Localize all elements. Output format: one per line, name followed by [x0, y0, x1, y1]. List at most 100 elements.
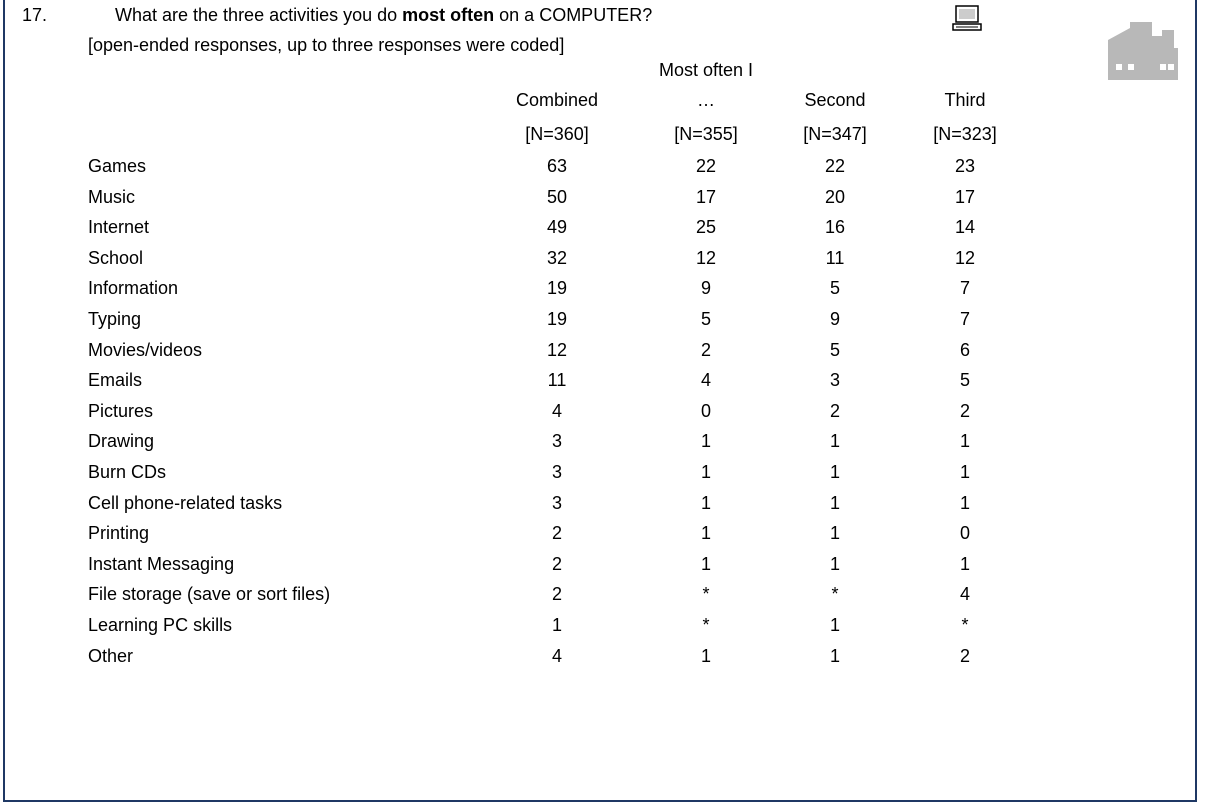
- cell: 1: [829, 462, 841, 482]
- cell: 1: [700, 645, 712, 666]
- cell: 2: [551, 553, 563, 574]
- cell: 12: [695, 247, 717, 268]
- cell: 14: [954, 217, 976, 238]
- row-label: Emails: [88, 370, 143, 391]
- row-label: Movies/videos: [88, 339, 203, 360]
- cell: *: [831, 584, 839, 605]
- cell: 11: [825, 247, 845, 268]
- row-label: Printing: [88, 523, 150, 544]
- cell: 1: [700, 523, 712, 544]
- cell: 17: [954, 186, 976, 207]
- cell: 4: [551, 645, 563, 666]
- cell: 25: [695, 217, 717, 238]
- column-n: [N=355]: [674, 124, 738, 144]
- cell: 23: [954, 156, 976, 176]
- cell: 4: [700, 370, 712, 391]
- cell: *: [702, 615, 710, 635]
- column-n: [N=360]: [525, 124, 589, 144]
- row-label: Music: [88, 186, 136, 207]
- cell: 2: [551, 584, 563, 605]
- cell: 22: [824, 156, 846, 176]
- row-label: Other: [88, 645, 134, 666]
- row-label: Burn CDs: [88, 462, 167, 482]
- row-label: Games: [88, 156, 147, 176]
- cell: 32: [546, 247, 568, 268]
- row-label: Learning PC skills: [88, 615, 233, 635]
- question-text-part: What are the three activities you do: [115, 5, 403, 25]
- cell: *: [961, 615, 969, 635]
- row-label: Instant Messaging: [88, 553, 235, 574]
- cell: 20: [824, 186, 846, 207]
- question-bold: most often: [402, 5, 495, 25]
- cell: 9: [700, 278, 712, 299]
- column-header: Second: [804, 90, 866, 110]
- cell: 9: [829, 309, 841, 329]
- cell: 2: [959, 400, 971, 421]
- cell: 3: [551, 431, 563, 452]
- cell: 19: [546, 309, 568, 329]
- cell: 1: [700, 462, 712, 482]
- cell: 1: [959, 492, 971, 513]
- page: 17. What are the three activities you do…: [3, 0, 1197, 802]
- row-label: File storage (save or sort files): [88, 584, 331, 605]
- column-header: Third: [944, 90, 986, 110]
- cell: 12: [546, 339, 568, 360]
- cell: 1: [829, 492, 841, 513]
- cell: 1: [959, 431, 971, 452]
- cell: 4: [959, 584, 971, 605]
- column-n: [N=323]: [933, 124, 997, 144]
- question-note: [open-ended responses, up to three respo…: [88, 35, 565, 55]
- cell: 1: [829, 523, 841, 544]
- cell: 3: [551, 492, 563, 513]
- cell: 1: [700, 431, 712, 452]
- row-label: Information: [88, 278, 179, 299]
- cell: *: [702, 584, 710, 605]
- row-label: Pictures: [88, 400, 154, 421]
- cell: 1: [829, 431, 841, 452]
- cell: 1: [700, 553, 712, 574]
- cell: 6: [959, 339, 971, 360]
- cell: 12: [954, 247, 976, 268]
- cell: 5: [700, 309, 712, 329]
- cell: 63: [546, 156, 568, 176]
- frame: [3, 0, 1197, 802]
- column-n: [N=347]: [803, 124, 867, 144]
- column-header: Combined: [515, 90, 599, 110]
- cell: 1: [551, 615, 563, 635]
- cell: 2: [551, 523, 563, 544]
- cell: 11: [547, 370, 567, 391]
- row-label: School: [88, 247, 144, 268]
- question-number: 17.: [22, 5, 48, 25]
- cell: 4: [551, 400, 563, 421]
- cell: 1: [959, 462, 971, 482]
- row-label: Drawing: [88, 431, 155, 452]
- cell: 1: [829, 553, 841, 574]
- cell: 0: [959, 523, 971, 544]
- cell: 2: [829, 400, 841, 421]
- computer-icon: [952, 5, 982, 31]
- cell: 5: [959, 370, 971, 391]
- cell: 0: [700, 400, 712, 421]
- cell: 3: [551, 462, 563, 482]
- row-label: Typing: [88, 309, 142, 329]
- cell: 49: [546, 217, 568, 238]
- cell: 7: [959, 309, 971, 329]
- question-text-part: on a COMPUTER?: [494, 5, 653, 25]
- cell: 5: [829, 278, 841, 299]
- cell: 1: [829, 615, 841, 635]
- cell: 17: [695, 186, 717, 207]
- cell: 1: [959, 553, 971, 574]
- cell: 50: [546, 186, 568, 207]
- cell: 2: [959, 645, 971, 666]
- cell: 16: [824, 217, 846, 238]
- cell: 7: [959, 278, 971, 299]
- cell: 19: [546, 278, 568, 299]
- cell: 22: [695, 156, 717, 176]
- question-text: What are the three activities you do mos…: [115, 4, 652, 26]
- cell: 1: [829, 645, 841, 666]
- cell: 1: [700, 492, 712, 513]
- cell: 5: [829, 339, 841, 360]
- column-header: Most often I …: [658, 60, 754, 110]
- building-icon: [1108, 22, 1178, 80]
- row-label: Cell phone-related tasks: [88, 492, 283, 513]
